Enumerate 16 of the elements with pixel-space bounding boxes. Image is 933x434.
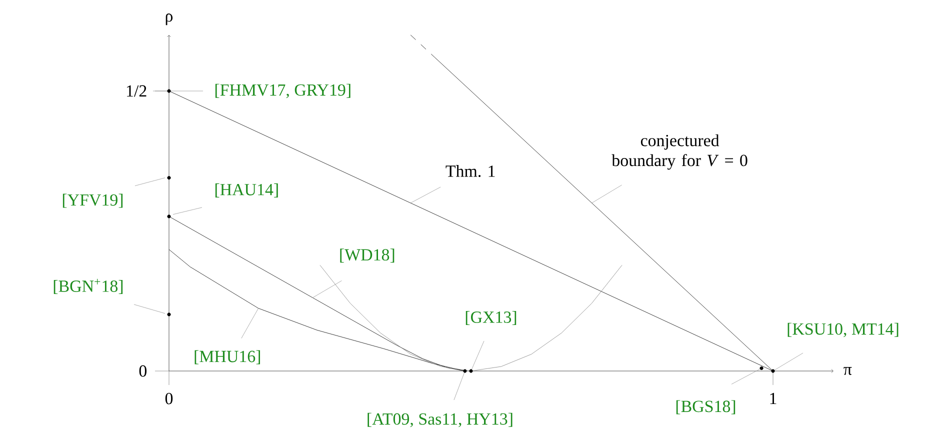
annotation: conjectured boundary for V = 0 — [612, 134, 748, 170]
annotation: [GX13] — [466, 310, 516, 326]
annotation: [BGN$^{+}$18] — [54, 278, 123, 294]
annotation: Thm. 1 — [446, 165, 495, 177]
y-axis-title: ρ — [166, 14, 173, 26]
annotation: [YFV19] — [62, 194, 123, 208]
annotation: [BGS18] — [676, 400, 736, 414]
annotation: [FHMV17, GRY19] — [215, 84, 350, 98]
y-tick-label: 1/2 — [126, 85, 146, 97]
annotation: [HAU14] — [215, 183, 278, 198]
annotation: [KSU10, MT14] — [788, 322, 898, 338]
x-axis-title: π — [844, 367, 852, 375]
annotation: [WD18] — [340, 248, 394, 263]
x-tick-label: 1 — [770, 392, 776, 404]
annotation: [AT09, Sas11, HY13] — [368, 412, 512, 428]
annotation: [MHU16] — [194, 350, 260, 364]
